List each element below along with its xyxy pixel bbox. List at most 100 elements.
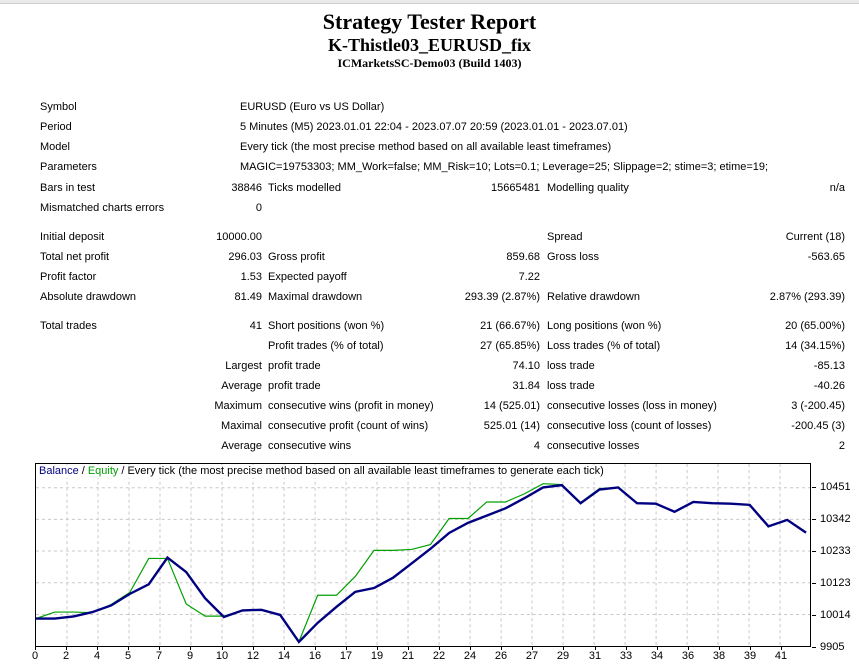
x-tick-mark: [284, 647, 285, 650]
x-axis-label: 36: [681, 650, 695, 662]
stat-value-1: 41: [249, 320, 262, 332]
table-row: Average consecutive wins 4 consecutive loss…: [0, 436, 859, 456]
info-row: Period 5 Minutes (M5) 2023.01.01 22:04 - …: [0, 117, 859, 137]
y-tick-mark: [812, 519, 816, 520]
info-label: Symbol: [40, 101, 77, 113]
table-row: Absolute drawdown 81.49 Maximal drawdown 29…: [0, 287, 859, 307]
legend-balance-label: Balance: [39, 465, 79, 477]
stat-value-2: 27 (65.85%): [480, 340, 540, 352]
x-axis-label: 7: [155, 650, 163, 662]
stat-value-1: Average: [221, 440, 262, 452]
x-axis-label: 33: [619, 650, 633, 662]
stat-label: Total trades: [40, 320, 97, 332]
x-tick-mark: [66, 647, 67, 650]
table-row: Maximum consecutive wins (profit in money…: [0, 396, 859, 416]
page-title: Strategy Tester Report: [322, 9, 537, 34]
x-tick-mark: [501, 647, 502, 650]
stat-value-1: 296.03: [228, 251, 262, 263]
x-tick-mark: [688, 647, 689, 650]
x-tick-mark: [657, 647, 658, 650]
stat-label-3: Long positions (won %): [547, 320, 662, 332]
x-tick-mark: [470, 647, 471, 650]
stat-value-1: Maximum: [214, 400, 262, 412]
info-label: Period: [40, 121, 72, 133]
stat-value-1: Average: [221, 380, 262, 392]
y-axis-label: 10123: [820, 577, 851, 589]
x-axis-label: 9: [186, 650, 194, 662]
info-row: Parameters MAGIC=19753303; MM_Work=false;…: [0, 157, 859, 177]
y-tick-mark: [812, 615, 816, 616]
info-label: Model: [40, 141, 70, 153]
table-row: Maximal consecutive profit (count of wins…: [0, 416, 859, 436]
stat-value-2: 14 (525.01): [483, 400, 540, 412]
stat-value-2: 21 (66.67%): [480, 320, 540, 332]
x-tick-mark: [750, 647, 751, 650]
x-axis-label: 14: [277, 650, 291, 662]
x-axis-label: 4: [93, 650, 101, 662]
stat-value-2: 74.10: [512, 360, 540, 372]
stat-label: Absolute drawdown: [40, 291, 137, 303]
stat-value-3: 2: [838, 440, 845, 452]
y-axis: 10451 10342 10233 10123 10014 9905: [812, 463, 859, 658]
stat-value-3: 20 (65.00%): [785, 320, 845, 332]
x-axis: 0 2 4 5 7 9 10 12 14 16 17 19 21 22 24 26 27 29 31 33 34 36 38…: [32, 647, 835, 663]
report-header: Strategy Tester Report K-Thistle03_EURUS…: [0, 4, 859, 71]
x-tick-mark: [439, 647, 440, 650]
stat-value-1: Maximal: [221, 420, 262, 432]
table-row: Mismatched charts errors 0: [0, 198, 859, 218]
stat-label-3: consecutive loss (count of losses): [547, 420, 712, 432]
stat-value-1: 0: [255, 202, 262, 214]
stats-section: Total trades 41 Short positions (won %) 21 …: [0, 316, 859, 456]
info-table: Symbol EURUSD (Euro vs US Dollar) Period 5 …: [0, 97, 859, 177]
stat-label: Bars in test: [40, 182, 96, 194]
stat-value-3: -200.45 (3): [791, 420, 845, 432]
info-value: Every tick (the most precise method base…: [240, 141, 612, 153]
info-row: Symbol EURUSD (Euro vs US Dollar): [0, 97, 859, 117]
stat-value-2: 4: [533, 440, 540, 452]
table-row: Profit trades (% of total) 27 (65.85%) Los…: [0, 336, 859, 356]
stat-value-3: 2.87% (293.39): [769, 291, 845, 303]
stat-label-2: Maximal drawdown: [268, 291, 363, 303]
x-tick-mark: [595, 647, 596, 650]
y-axis-label: 10233: [820, 545, 851, 557]
y-axis-label: 10342: [820, 513, 851, 525]
stat-value-3: Current (18): [785, 231, 845, 243]
stat-value-3: -40.26: [813, 380, 845, 392]
x-axis-label: 5: [124, 650, 132, 662]
info-value: 5 Minutes (M5) 2023.01.01 22:04 - 2023.0…: [240, 121, 628, 133]
x-axis-label: 17: [339, 650, 353, 662]
legend-separator: /: [121, 465, 125, 477]
stat-label: Mismatched charts errors: [40, 202, 165, 214]
x-axis-label: 12: [246, 650, 260, 662]
table-row: Bars in test 38846 Ticks modelled 15665481 M…: [0, 178, 859, 198]
x-axis-label: 29: [556, 650, 570, 662]
y-tick-mark: [812, 647, 816, 648]
x-axis-label: 0: [31, 650, 39, 662]
x-tick-mark: [377, 647, 378, 650]
info-value: MAGIC=19753303; MM_Work=false; MM_Risk=1…: [240, 161, 769, 173]
stat-label: Initial deposit: [40, 231, 105, 243]
stat-label-3: loss trade: [547, 360, 595, 372]
x-axis-label: 26: [494, 650, 508, 662]
y-tick-mark: [812, 487, 816, 488]
table-row: Average profit trade 31.84 loss trade -40.26: [0, 376, 859, 396]
x-axis-label: 22: [432, 650, 446, 662]
x-axis-label: 10: [215, 650, 229, 662]
stat-label-2: profit trade: [268, 360, 321, 372]
x-tick-mark: [35, 647, 36, 650]
stat-label-2: consecutive wins: [268, 440, 352, 452]
stat-label-2: consecutive wins (profit in money): [268, 400, 434, 412]
stat-value-2: 293.39 (2.87%): [464, 291, 540, 303]
statistics-table: Bars in test 38846 Ticks modelled 15665481 M…: [0, 178, 859, 456]
x-axis-label: 21: [401, 650, 415, 662]
stat-label-3: Gross loss: [547, 251, 599, 263]
y-axis-label: 10014: [820, 609, 851, 621]
stat-label-3: Loss trades (% of total): [547, 340, 661, 352]
x-axis-label: 27: [525, 650, 539, 662]
stat-label-3: Relative drawdown: [547, 291, 640, 303]
x-tick-mark: [253, 647, 254, 650]
x-axis-label: 24: [463, 650, 477, 662]
x-tick-mark: [346, 647, 347, 650]
table-row: Profit factor 1.53 Expected payoff 7.22: [0, 267, 859, 287]
info-row: Model Every tick (the most precise method…: [0, 137, 859, 157]
